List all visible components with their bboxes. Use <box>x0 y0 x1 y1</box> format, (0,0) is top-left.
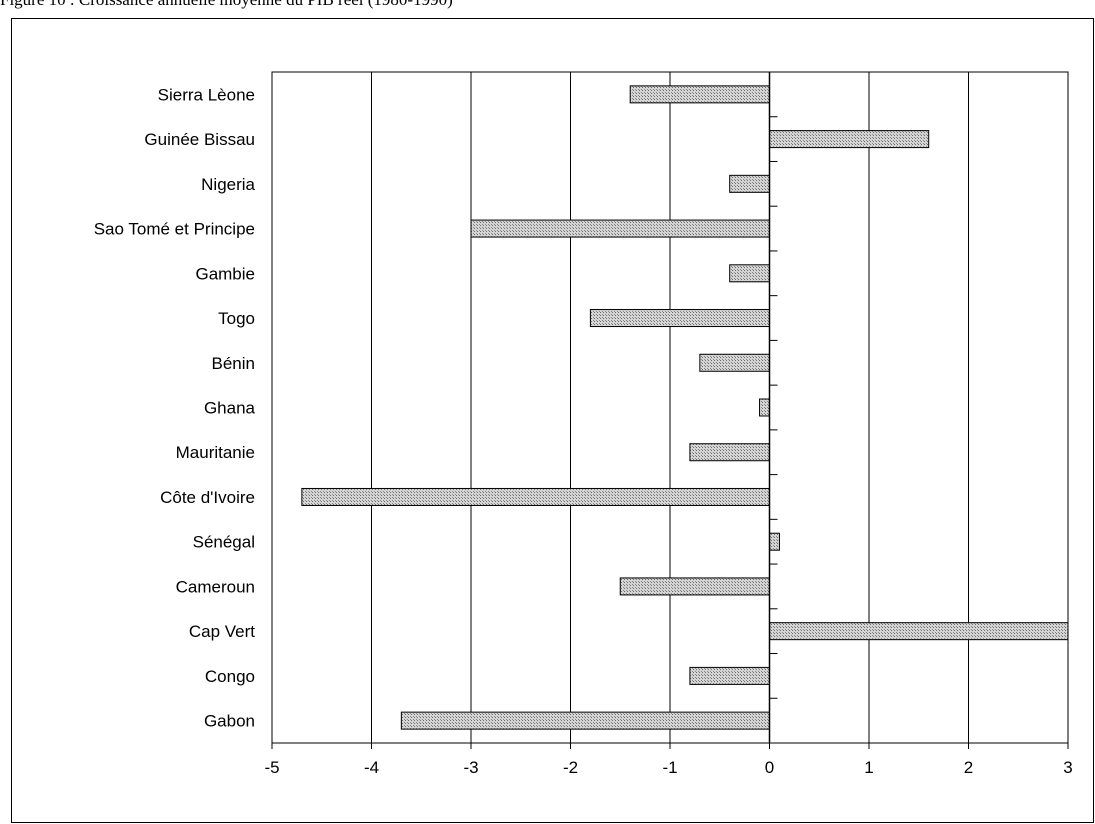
axes <box>271 71 1069 749</box>
bar <box>769 622 1069 641</box>
figure-caption: Figure 10 : Croissance annuelle moyenne … <box>0 0 453 10</box>
bar <box>729 174 771 193</box>
category-label: Sao Tomé et Principe <box>94 220 255 239</box>
category-label: Bénin <box>212 354 255 373</box>
gridlines <box>371 72 969 743</box>
category-label: Ghana <box>204 399 256 418</box>
category-label: Congo <box>205 667 255 686</box>
category-label: Cameroun <box>176 577 255 596</box>
bar <box>759 398 770 417</box>
category-label: Gambie <box>195 264 255 283</box>
category-label: Côte d'Ivoire <box>160 488 255 507</box>
x-tick-label: -4 <box>364 758 379 777</box>
category-label: Guinée Bissau <box>144 130 255 149</box>
bar <box>699 353 770 372</box>
x-tick-label: 2 <box>964 758 973 777</box>
category-label: Togo <box>218 309 255 328</box>
chart-frame <box>11 18 1094 823</box>
category-label: Gabon <box>204 712 255 731</box>
category-label: Sierra Lèone <box>158 85 255 104</box>
category-label: Mauritanie <box>176 443 255 462</box>
bar <box>729 264 771 283</box>
bar <box>301 487 770 506</box>
bar <box>769 532 780 551</box>
category-labels: Sierra Lèone Guinée Bissau Nigeria Sao Tomé… <box>94 85 256 730</box>
category-label: Nigeria <box>201 175 255 194</box>
bar <box>470 219 770 238</box>
tick-labels: -5 -4 -3 -2 -1 0 1 2 3 <box>264 758 1072 777</box>
bar <box>400 711 770 730</box>
bar <box>619 577 770 596</box>
bar <box>769 130 930 149</box>
x-tick-label: 1 <box>864 758 873 777</box>
x-tick-label: -3 <box>463 758 478 777</box>
category-label: Sénégal <box>193 533 255 552</box>
bar <box>589 309 771 328</box>
x-tick-label: 0 <box>765 758 774 777</box>
bar <box>629 85 771 104</box>
category-label: Cap Vert <box>189 622 255 641</box>
bar <box>689 443 771 462</box>
x-tick-label: -2 <box>563 758 578 777</box>
x-tick-label: 3 <box>1063 758 1072 777</box>
x-tick-label: -1 <box>662 758 677 777</box>
bars <box>301 85 1069 730</box>
x-tick-label: -5 <box>264 758 279 777</box>
bar <box>689 666 771 685</box>
